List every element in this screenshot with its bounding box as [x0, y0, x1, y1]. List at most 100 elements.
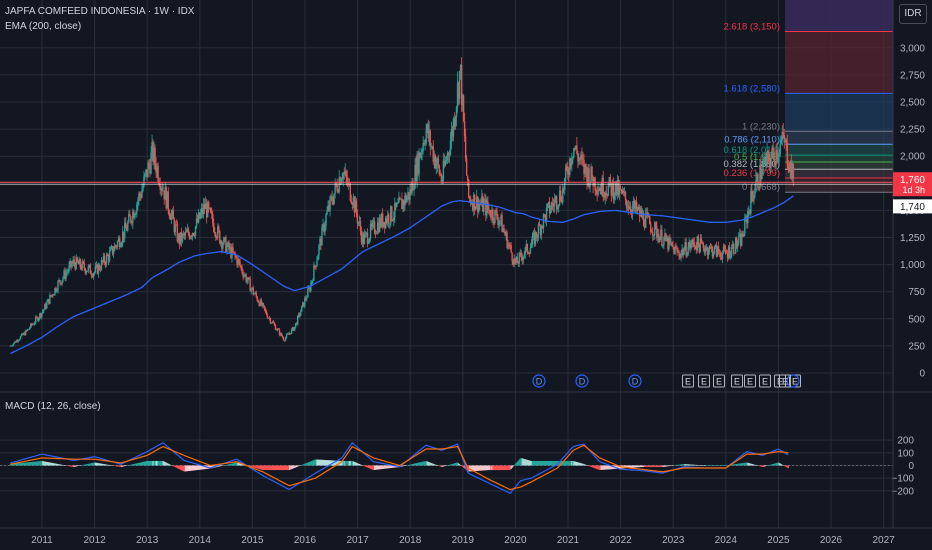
candle-body	[767, 151, 769, 154]
candle-body	[509, 245, 511, 246]
candle-body	[162, 190, 164, 192]
macd-indicator-label[interactable]: MACD (12, 26, close)	[5, 401, 101, 412]
candle-body	[652, 232, 654, 236]
macd-histogram-bar	[450, 464, 453, 466]
macd-histogram-bar	[344, 460, 346, 466]
macd-histogram-bar	[481, 465, 483, 471]
candle-body	[132, 211, 134, 224]
currency-button[interactable]: IDR	[899, 4, 927, 24]
candle-body	[603, 196, 605, 198]
candle-body	[570, 158, 572, 166]
macd-histogram-bar	[604, 465, 606, 470]
candle-body	[238, 259, 240, 262]
macd-histogram-bar	[341, 460, 343, 466]
candle-body	[50, 295, 52, 297]
candle-body	[339, 177, 341, 185]
macd-histogram-bar	[89, 463, 91, 466]
dividend-marker[interactable]: D	[628, 374, 642, 388]
macd-histogram-bar	[403, 465, 405, 467]
horizontal-price-line[interactable]	[0, 181, 893, 185]
time-tick-label: 2017	[346, 535, 369, 546]
macd-histogram-bar	[511, 465, 513, 468]
macd-histogram-bar	[123, 465, 125, 467]
candle-body	[413, 188, 415, 191]
candle-body	[300, 311, 302, 316]
macd-histogram-bar	[716, 465, 719, 466]
candle-body	[719, 252, 722, 257]
dividend-marker[interactable]: D	[575, 374, 589, 388]
candle-body	[232, 247, 234, 253]
earnings-marker[interactable]: E	[731, 374, 743, 388]
candle-body	[386, 218, 388, 223]
candle-body	[568, 174, 570, 176]
earnings-marker[interactable]: E	[744, 374, 756, 388]
earnings-marker[interactable]: E	[759, 374, 771, 388]
candle-body	[670, 242, 672, 243]
macd-histogram-bar	[30, 462, 32, 466]
candle-body	[561, 199, 563, 203]
candle-body	[726, 253, 729, 258]
candle-body	[175, 224, 178, 226]
earnings-marker[interactable]: E	[779, 374, 800, 388]
dividend-marker[interactable]: D	[532, 374, 546, 388]
ema-indicator-label[interactable]: EMA (200, close)	[5, 21, 82, 32]
price-tick-label: 0	[919, 369, 925, 380]
candle-body	[85, 271, 88, 274]
macd-histogram-bar	[316, 459, 318, 466]
macd-histogram-bar	[503, 465, 505, 471]
candle-body	[258, 302, 260, 306]
macd-histogram-bar	[264, 465, 266, 471]
candle-body	[372, 221, 375, 223]
candle-body	[343, 173, 345, 175]
macd-histogram-bar	[32, 461, 34, 466]
candle-body	[664, 233, 666, 238]
earnings-marker[interactable]: E	[682, 374, 694, 388]
candle-body	[226, 245, 228, 253]
candle-body	[559, 190, 561, 205]
candle-body	[378, 217, 381, 232]
macd-histogram-bar	[174, 465, 176, 468]
dividend-marker-circle	[628, 374, 642, 388]
macd-histogram-bar	[719, 465, 722, 466]
candle-body	[633, 200, 636, 209]
candle-body	[464, 136, 467, 159]
macd-histogram-bar	[752, 464, 754, 466]
candle-body	[21, 333, 24, 335]
macd-histogram-bar	[618, 465, 620, 469]
candle-body	[400, 198, 402, 200]
candle-body	[687, 246, 689, 255]
earnings-marker[interactable]: E	[713, 374, 725, 388]
macd-histogram-bar	[309, 461, 311, 466]
candle-body	[122, 231, 124, 243]
earnings-marker[interactable]: E	[698, 374, 710, 388]
fibonacci-retracement[interactable]: 2.618 (3,150)1.618 (2,580)1 (2,230)0.786…	[723, 0, 893, 193]
macd-histogram-bar	[747, 462, 749, 466]
candle-body	[199, 213, 202, 219]
candle-body	[754, 191, 756, 196]
macd-histogram-bar	[574, 461, 576, 466]
macd-histogram-bar	[211, 465, 213, 469]
macd-histogram-bar	[24, 462, 26, 466]
macd-histogram-bar	[473, 465, 475, 472]
macd-histogram-bar	[545, 460, 548, 466]
candle-body	[302, 302, 304, 306]
macd-histogram-bar	[731, 464, 733, 466]
candle-body	[415, 164, 417, 181]
macd-histogram-bar	[702, 465, 704, 466]
time-tick-label: 2022	[609, 535, 632, 546]
candle-body	[27, 329, 30, 330]
time-tick-label: 2013	[136, 535, 159, 546]
fib-zone	[785, 131, 893, 145]
macd-histogram-bar	[73, 465, 75, 467]
macd-histogram-bar	[675, 465, 677, 466]
macd-histogram-bar	[135, 463, 137, 466]
macd-histogram-bar	[543, 460, 546, 466]
candle-body	[58, 280, 60, 282]
candle-body	[567, 168, 569, 175]
candle-body	[167, 191, 169, 211]
event-markers[interactable]: D D D E E E E E E E EE	[532, 374, 801, 388]
macd-histogram-bar	[670, 465, 672, 466]
candle-body	[714, 244, 717, 247]
candle-body	[526, 243, 529, 253]
